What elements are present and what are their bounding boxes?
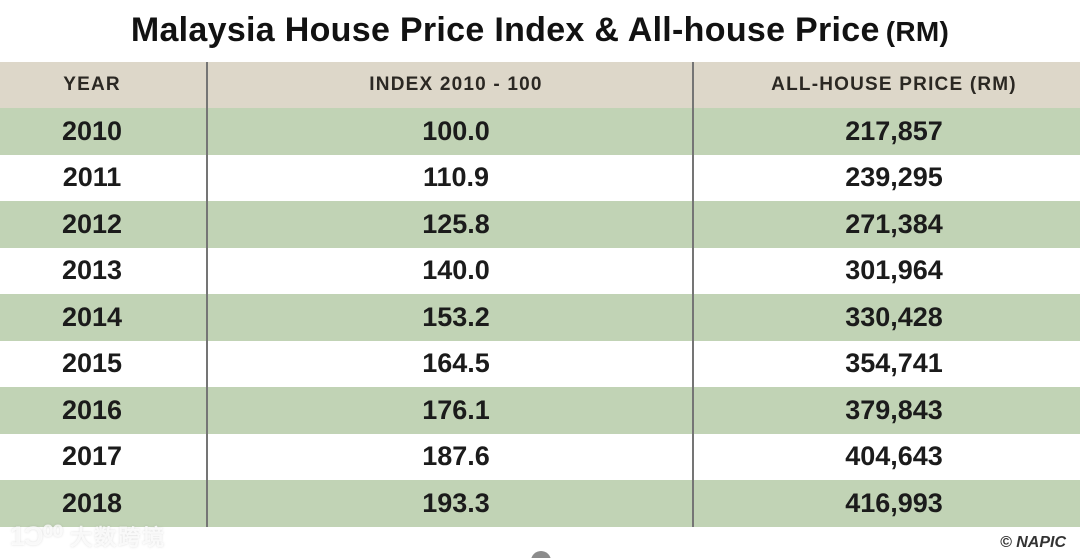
cell-price: 404,643 <box>692 433 1080 480</box>
cell-index: 110.9 <box>206 154 692 201</box>
table-row: 2011 110.9 239,295 <box>0 154 1080 201</box>
cell-price: 354,741 <box>692 340 1080 387</box>
table-row: 2013 140.0 301,964 <box>0 247 1080 294</box>
cell-index: 164.5 <box>206 340 692 387</box>
cell-year: 2014 <box>61 301 123 332</box>
cell-price: 379,843 <box>692 387 1080 434</box>
cell-index: 140.0 <box>206 247 692 294</box>
table-header-row: YEAR INDEX 2010 - 100 ALL-HOUSE PRICE (R… <box>0 62 1080 108</box>
table-row: 2010 100.0 217,857 <box>0 108 1080 155</box>
cell-index: 153.2 <box>206 294 692 341</box>
cell-price: 416,993 <box>692 480 1080 527</box>
cell-price: 271,384 <box>692 201 1080 248</box>
player-progress-dot[interactable] <box>531 551 551 558</box>
cell-year: 2011 <box>62 162 122 193</box>
table-row: 2012 125.8 271,384 <box>0 201 1080 248</box>
cell-year: 2012 <box>61 208 123 239</box>
chart-title-main: Malaysia House Price Index & All-house P… <box>130 11 880 49</box>
cell-year: 2017 <box>61 441 123 472</box>
cell-index: 176.1 <box>206 387 692 434</box>
cell-year: 2010 <box>61 115 123 146</box>
table-body: 2010 100.0 217,857 2011 110.9 239,295 2012 125.… <box>0 108 1080 527</box>
cell-year: 2013 <box>61 255 123 286</box>
table-row: 2016 176.1 379,843 <box>0 387 1080 434</box>
cell-year: 2018 <box>61 487 123 518</box>
column-header-index: INDEX 2010 - 100 <box>206 62 692 108</box>
table-row: 2014 153.2 330,428 <box>0 294 1080 341</box>
cell-year: 2015 <box>61 348 123 379</box>
cell-index: 100.0 <box>206 108 692 155</box>
cell-year: 2016 <box>61 394 123 425</box>
cell-index: 125.8 <box>206 201 692 248</box>
table-row: 2017 187.6 404,643 <box>0 433 1080 480</box>
watermark-logo-icon: 1Ɔ⁰⁰ <box>10 520 63 551</box>
table-row: 2018 193.3 416,993 <box>0 480 1080 527</box>
column-header-year: YEAR <box>63 74 121 95</box>
column-header-price: ALL-HOUSE PRICE (RM) <box>692 62 1080 108</box>
watermark: 1Ɔ⁰⁰ 大数跨境 <box>10 520 166 552</box>
chart-title: Malaysia House Price Index & All-house P… <box>0 0 1080 62</box>
cell-price: 301,964 <box>692 247 1080 294</box>
cell-index: 193.3 <box>206 480 692 527</box>
table-row: 2015 164.5 354,741 <box>0 340 1080 387</box>
price-table: YEAR INDEX 2010 - 100 ALL-HOUSE PRICE (R… <box>0 62 1080 527</box>
cell-price: 239,295 <box>692 154 1080 201</box>
cell-index: 187.6 <box>206 433 692 480</box>
source-credit: © NAPIC <box>999 534 1066 551</box>
chart-title-unit: (RM) <box>885 16 950 47</box>
cell-price: 217,857 <box>692 108 1080 155</box>
cell-price: 330,428 <box>692 294 1080 341</box>
watermark-text: 大数跨境 <box>70 525 167 550</box>
